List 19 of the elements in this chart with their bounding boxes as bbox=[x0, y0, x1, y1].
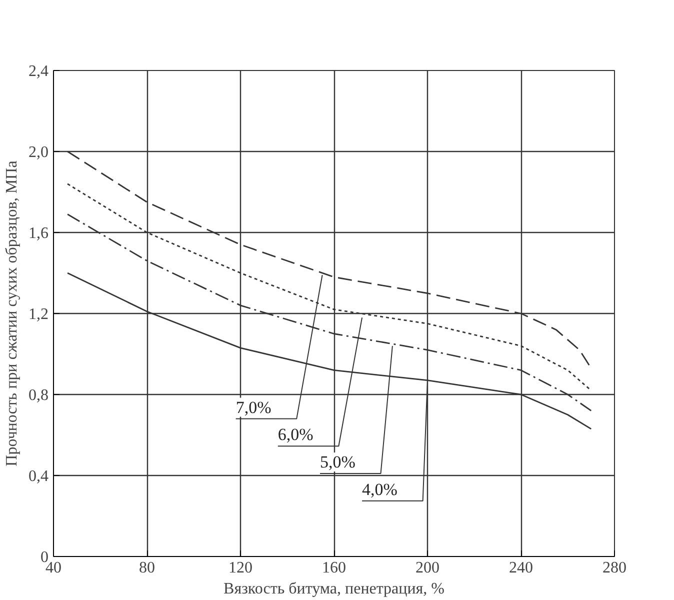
x-tick-label: 200 bbox=[416, 560, 440, 576]
x-tick-label: 80 bbox=[139, 560, 155, 576]
y-axis-title: Прочность при сжатии сухих образцов, МПа bbox=[4, 160, 20, 466]
annotation: 7,0% bbox=[236, 398, 272, 417]
annotation: 5,0% bbox=[320, 452, 356, 472]
annotation: 6,0% bbox=[278, 425, 314, 444]
x-tick-label: 280 bbox=[602, 560, 626, 576]
y-tick-label: 0,4 bbox=[28, 468, 48, 485]
y-tick-label: 0 bbox=[40, 549, 48, 566]
x-tick-label: 160 bbox=[322, 560, 346, 576]
x-axis-title: Вязкость битума, пенетрация, % bbox=[224, 580, 444, 598]
y-tick-label: 2,4 bbox=[28, 63, 48, 80]
y-tick-label: 1,6 bbox=[28, 225, 48, 242]
y-tick-label: 2,0 bbox=[28, 144, 48, 161]
annotation: 4,0% bbox=[362, 480, 398, 499]
x-tick-label: 120 bbox=[228, 560, 252, 576]
y-tick-label: 1,2 bbox=[28, 306, 48, 323]
y-tick-label: 0,8 bbox=[28, 387, 48, 404]
x-tick-label: 240 bbox=[509, 560, 533, 576]
